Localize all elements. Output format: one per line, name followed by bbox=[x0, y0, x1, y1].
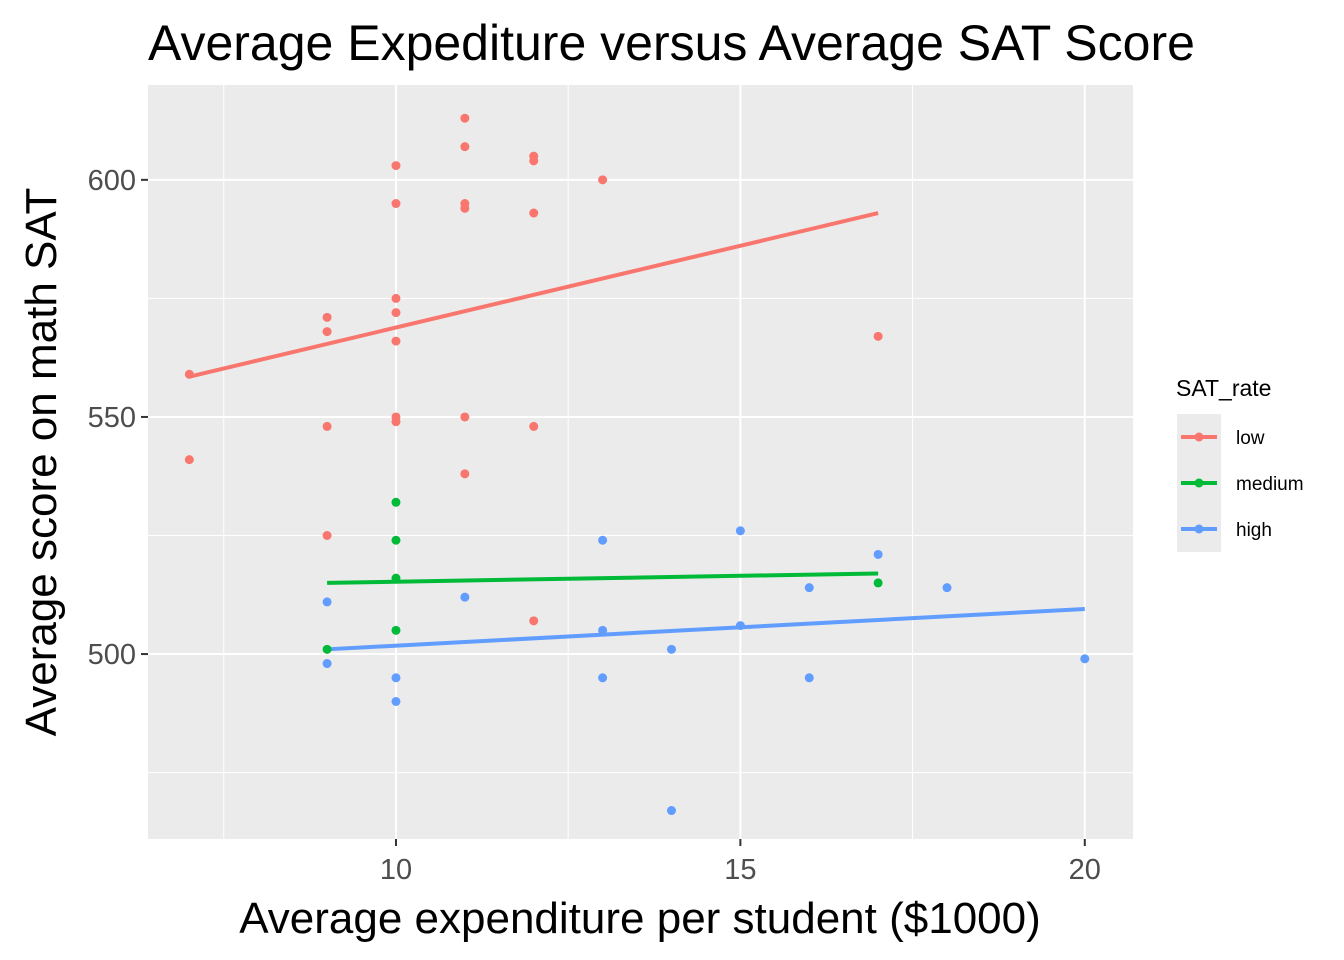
data-point-low bbox=[873, 331, 883, 341]
data-point-medium bbox=[391, 573, 401, 583]
y-axis-ticks: 500 550 600 bbox=[88, 165, 148, 671]
legend: SAT_rate low medium high bbox=[1176, 375, 1304, 552]
data-point-low bbox=[391, 293, 401, 303]
data-point-low bbox=[598, 175, 608, 185]
legend-label-high: high bbox=[1236, 520, 1272, 541]
data-point-low bbox=[460, 142, 470, 152]
data-point-high bbox=[873, 549, 883, 559]
data-point-high bbox=[598, 625, 608, 635]
data-point-low bbox=[391, 417, 401, 427]
data-point-high bbox=[1080, 654, 1090, 664]
data-point-high bbox=[598, 673, 608, 683]
data-point-high bbox=[598, 535, 608, 545]
data-point-high bbox=[666, 644, 676, 654]
data-point-low bbox=[529, 616, 539, 626]
data-point-medium bbox=[322, 644, 332, 654]
legend-label-medium: medium bbox=[1236, 474, 1304, 495]
x-tick-label: 15 bbox=[724, 854, 756, 886]
data-point-high bbox=[322, 659, 332, 669]
data-point-low bbox=[322, 312, 332, 322]
y-tick-label: 600 bbox=[88, 165, 136, 197]
data-point-high bbox=[735, 621, 745, 631]
data-point-low bbox=[460, 412, 470, 422]
data-point-low bbox=[391, 161, 401, 171]
legend-point-high bbox=[1194, 524, 1204, 534]
x-tick-label: 20 bbox=[1069, 854, 1101, 886]
data-point-medium bbox=[391, 497, 401, 507]
y-axis-title: Average score on math SAT bbox=[17, 188, 66, 737]
data-point-low bbox=[322, 421, 332, 431]
data-points bbox=[184, 113, 1090, 816]
data-point-high bbox=[391, 673, 401, 683]
data-point-high bbox=[460, 592, 470, 602]
data-point-high bbox=[322, 597, 332, 607]
data-point-low bbox=[460, 113, 470, 123]
data-point-low bbox=[529, 421, 539, 431]
data-point-low bbox=[322, 531, 332, 541]
trend-lines bbox=[188, 211, 1085, 652]
legend-title: SAT_rate bbox=[1176, 375, 1271, 401]
data-point-low bbox=[391, 199, 401, 209]
data-point-high bbox=[942, 583, 952, 593]
data-point-medium bbox=[391, 535, 401, 545]
y-tick-label: 500 bbox=[88, 639, 136, 671]
data-point-low bbox=[184, 455, 194, 465]
x-axis-title: Average expenditure per student ($1000) bbox=[239, 894, 1041, 943]
data-point-high bbox=[666, 806, 676, 816]
data-point-low bbox=[322, 327, 332, 337]
chart-title: Average Expediture versus Average SAT Sc… bbox=[148, 15, 1195, 71]
minor-gridlines bbox=[148, 85, 1133, 839]
trend-line-medium bbox=[327, 571, 879, 585]
data-point-medium bbox=[873, 578, 883, 588]
legend-point-medium bbox=[1194, 478, 1204, 488]
legend-label-low: low bbox=[1236, 428, 1265, 449]
legend-point-low bbox=[1194, 432, 1204, 442]
trend-line-high bbox=[326, 607, 1085, 652]
data-point-high bbox=[804, 673, 814, 683]
x-tick-label: 10 bbox=[380, 854, 412, 886]
data-point-low bbox=[391, 308, 401, 318]
x-axis-ticks: 10 15 20 bbox=[380, 839, 1101, 886]
data-point-high bbox=[804, 583, 814, 593]
data-point-low bbox=[460, 203, 470, 213]
data-point-medium bbox=[391, 625, 401, 635]
data-point-low bbox=[529, 156, 539, 166]
plot-panel bbox=[148, 85, 1133, 839]
data-point-low bbox=[460, 469, 470, 479]
y-tick-label: 550 bbox=[88, 402, 136, 434]
data-point-high bbox=[391, 696, 401, 706]
data-point-high bbox=[735, 526, 745, 536]
data-point-low bbox=[529, 208, 539, 218]
data-point-low bbox=[184, 369, 194, 379]
major-gridlines bbox=[148, 85, 1133, 839]
trend-line-low bbox=[188, 211, 879, 379]
data-point-low bbox=[391, 336, 401, 346]
